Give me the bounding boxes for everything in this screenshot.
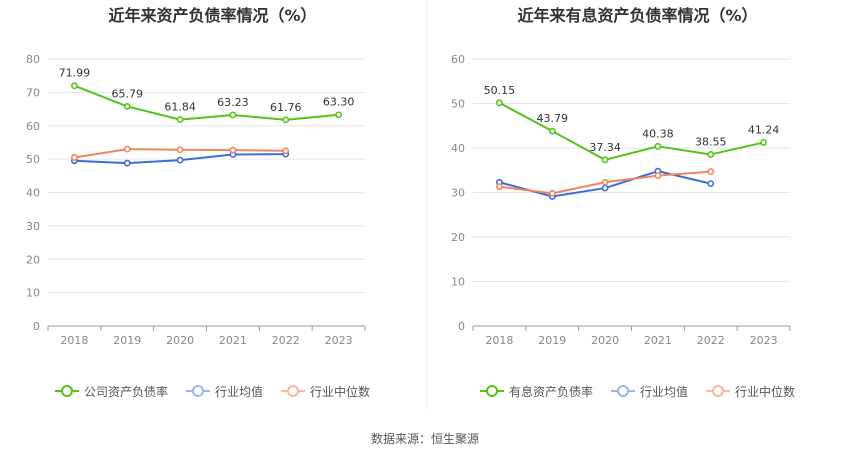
data-label: 61.76 <box>270 101 302 114</box>
x-tick-label: 2023 <box>325 334 353 347</box>
legend-label: 行业均值 <box>639 384 688 399</box>
y-tick-label: 60 <box>26 120 40 133</box>
data-point <box>548 189 556 197</box>
y-tick-label: 20 <box>26 253 40 266</box>
legend-label: 公司资产负债率 <box>83 384 168 399</box>
data-label: 40.38 <box>642 127 674 140</box>
legend-item-industry-median[interactable]: 行业中位数 <box>706 383 795 400</box>
x-tick-label: 2020 <box>591 334 619 347</box>
legend-item-industry-median[interactable]: 行业中位数 <box>281 383 370 400</box>
y-tick-label: 50 <box>451 98 465 111</box>
data-point <box>654 142 662 150</box>
data-point <box>282 116 290 124</box>
y-tick-label: 40 <box>26 187 40 200</box>
legend-swatch-blue <box>185 385 210 397</box>
y-tick-label: 10 <box>26 287 40 300</box>
data-label: 50.15 <box>484 84 516 97</box>
legend-swatch-blue <box>610 385 635 397</box>
data-point <box>123 145 131 153</box>
data-point <box>496 183 503 191</box>
legend-item-industry-average[interactable]: 行业均值 <box>185 383 263 400</box>
x-tick-label: 2020 <box>166 334 194 347</box>
y-tick-label: 40 <box>451 142 465 155</box>
data-point <box>601 184 609 192</box>
data-label: 43.79 <box>537 112 569 125</box>
chart-legend: 有息资产负债率 行业均值 行业中位数 <box>425 381 850 401</box>
legend-swatch-green <box>479 385 504 397</box>
chart-panel-interest-bearing: 近年来有息资产负债率情况（%） 0 10 20 30 40 50 60 2018 2019 202… <box>425 0 850 410</box>
y-tick-label: 10 <box>451 276 465 289</box>
data-point <box>123 159 131 167</box>
data-point <box>71 154 78 161</box>
data-point <box>229 111 237 119</box>
chart-title: 近年来资产负债率情况（%） <box>108 6 317 25</box>
data-point <box>496 99 503 107</box>
x-tick-label: 2018 <box>485 334 513 347</box>
x-tick-label: 2022 <box>272 334 300 347</box>
x-tick-label: 2021 <box>219 334 247 347</box>
data-point <box>707 151 715 158</box>
y-tick-label: 80 <box>26 53 40 66</box>
y-tick-label: 70 <box>26 86 40 99</box>
data-point <box>760 139 767 146</box>
data-point <box>229 146 237 154</box>
series-line-0 <box>498 101 764 161</box>
y-tick-label: 20 <box>451 231 465 244</box>
x-tick-label: 2019 <box>113 334 141 347</box>
data-point <box>176 146 184 154</box>
y-tick-label: 50 <box>26 153 40 166</box>
x-tick-label: 2022 <box>697 334 725 347</box>
x-tick-label: 2019 <box>538 334 566 347</box>
chart-legend: 公司资产负债率 行业均值 行业中位数 <box>0 381 425 401</box>
data-point <box>282 147 290 155</box>
line-chart-interest-bearing: 0 10 20 30 40 50 60 2018 2019 2020 2021 2022 2023 50.… <box>451 53 791 347</box>
y-tick-label: 0 <box>458 320 465 333</box>
panel-divider <box>426 0 427 410</box>
series-line-0 <box>74 84 339 121</box>
y-tick-label: 30 <box>26 220 40 233</box>
data-label: 37.34 <box>589 141 621 154</box>
legend-label: 行业中位数 <box>310 384 371 399</box>
line-chart-asset-liability: 0 10 20 30 40 50 60 70 80 2018 2019 2020 2021 2022 202… <box>26 53 366 347</box>
legend-label: 有息资产负债率 <box>508 384 593 399</box>
data-point <box>707 180 715 187</box>
data-label: 61.84 <box>164 101 196 114</box>
legend-swatch-orange <box>706 385 730 397</box>
data-label: 63.23 <box>217 96 249 109</box>
data-point <box>71 82 78 90</box>
data-point <box>176 156 184 164</box>
chart-panel-asset-liability: 近年来资产负债率情况（%） 0 10 20 30 40 50 60 70 80 2018 2019 2… <box>0 0 425 410</box>
legend-item-company[interactable]: 公司资产负债率 <box>54 383 168 400</box>
data-point <box>548 127 556 135</box>
y-tick-label: 60 <box>451 53 465 66</box>
data-point <box>707 168 715 175</box>
x-tick-label: 2021 <box>644 334 672 347</box>
x-tick-label: 2018 <box>60 334 88 347</box>
legend-label: 行业中位数 <box>735 384 796 399</box>
legend-item-interest-bearing[interactable]: 有息资产负债率 <box>479 383 593 400</box>
legend-swatch-green <box>54 385 79 397</box>
legend-label: 行业均值 <box>214 384 263 399</box>
data-label: 71.99 <box>59 67 91 80</box>
data-label: 38.55 <box>695 135 727 148</box>
data-label: 63.30 <box>323 96 355 109</box>
data-label: 41.24 <box>748 123 780 136</box>
y-tick-label: 30 <box>451 187 465 200</box>
x-tick-label: 2023 <box>750 334 778 347</box>
y-tick-label: 0 <box>33 320 40 333</box>
data-point <box>654 172 662 179</box>
chart-title: 近年来有息资产负债率情况（%） <box>517 6 758 25</box>
legend-swatch-orange <box>281 385 305 397</box>
data-point <box>601 156 609 164</box>
data-point <box>601 178 609 186</box>
data-point <box>176 116 184 124</box>
data-point <box>335 111 342 119</box>
data-label: 65.79 <box>112 87 144 100</box>
data-source-note: 数据来源：恒生聚源 <box>370 432 479 446</box>
legend-item-industry-average[interactable]: 行业均值 <box>610 383 688 400</box>
data-point <box>123 103 131 110</box>
